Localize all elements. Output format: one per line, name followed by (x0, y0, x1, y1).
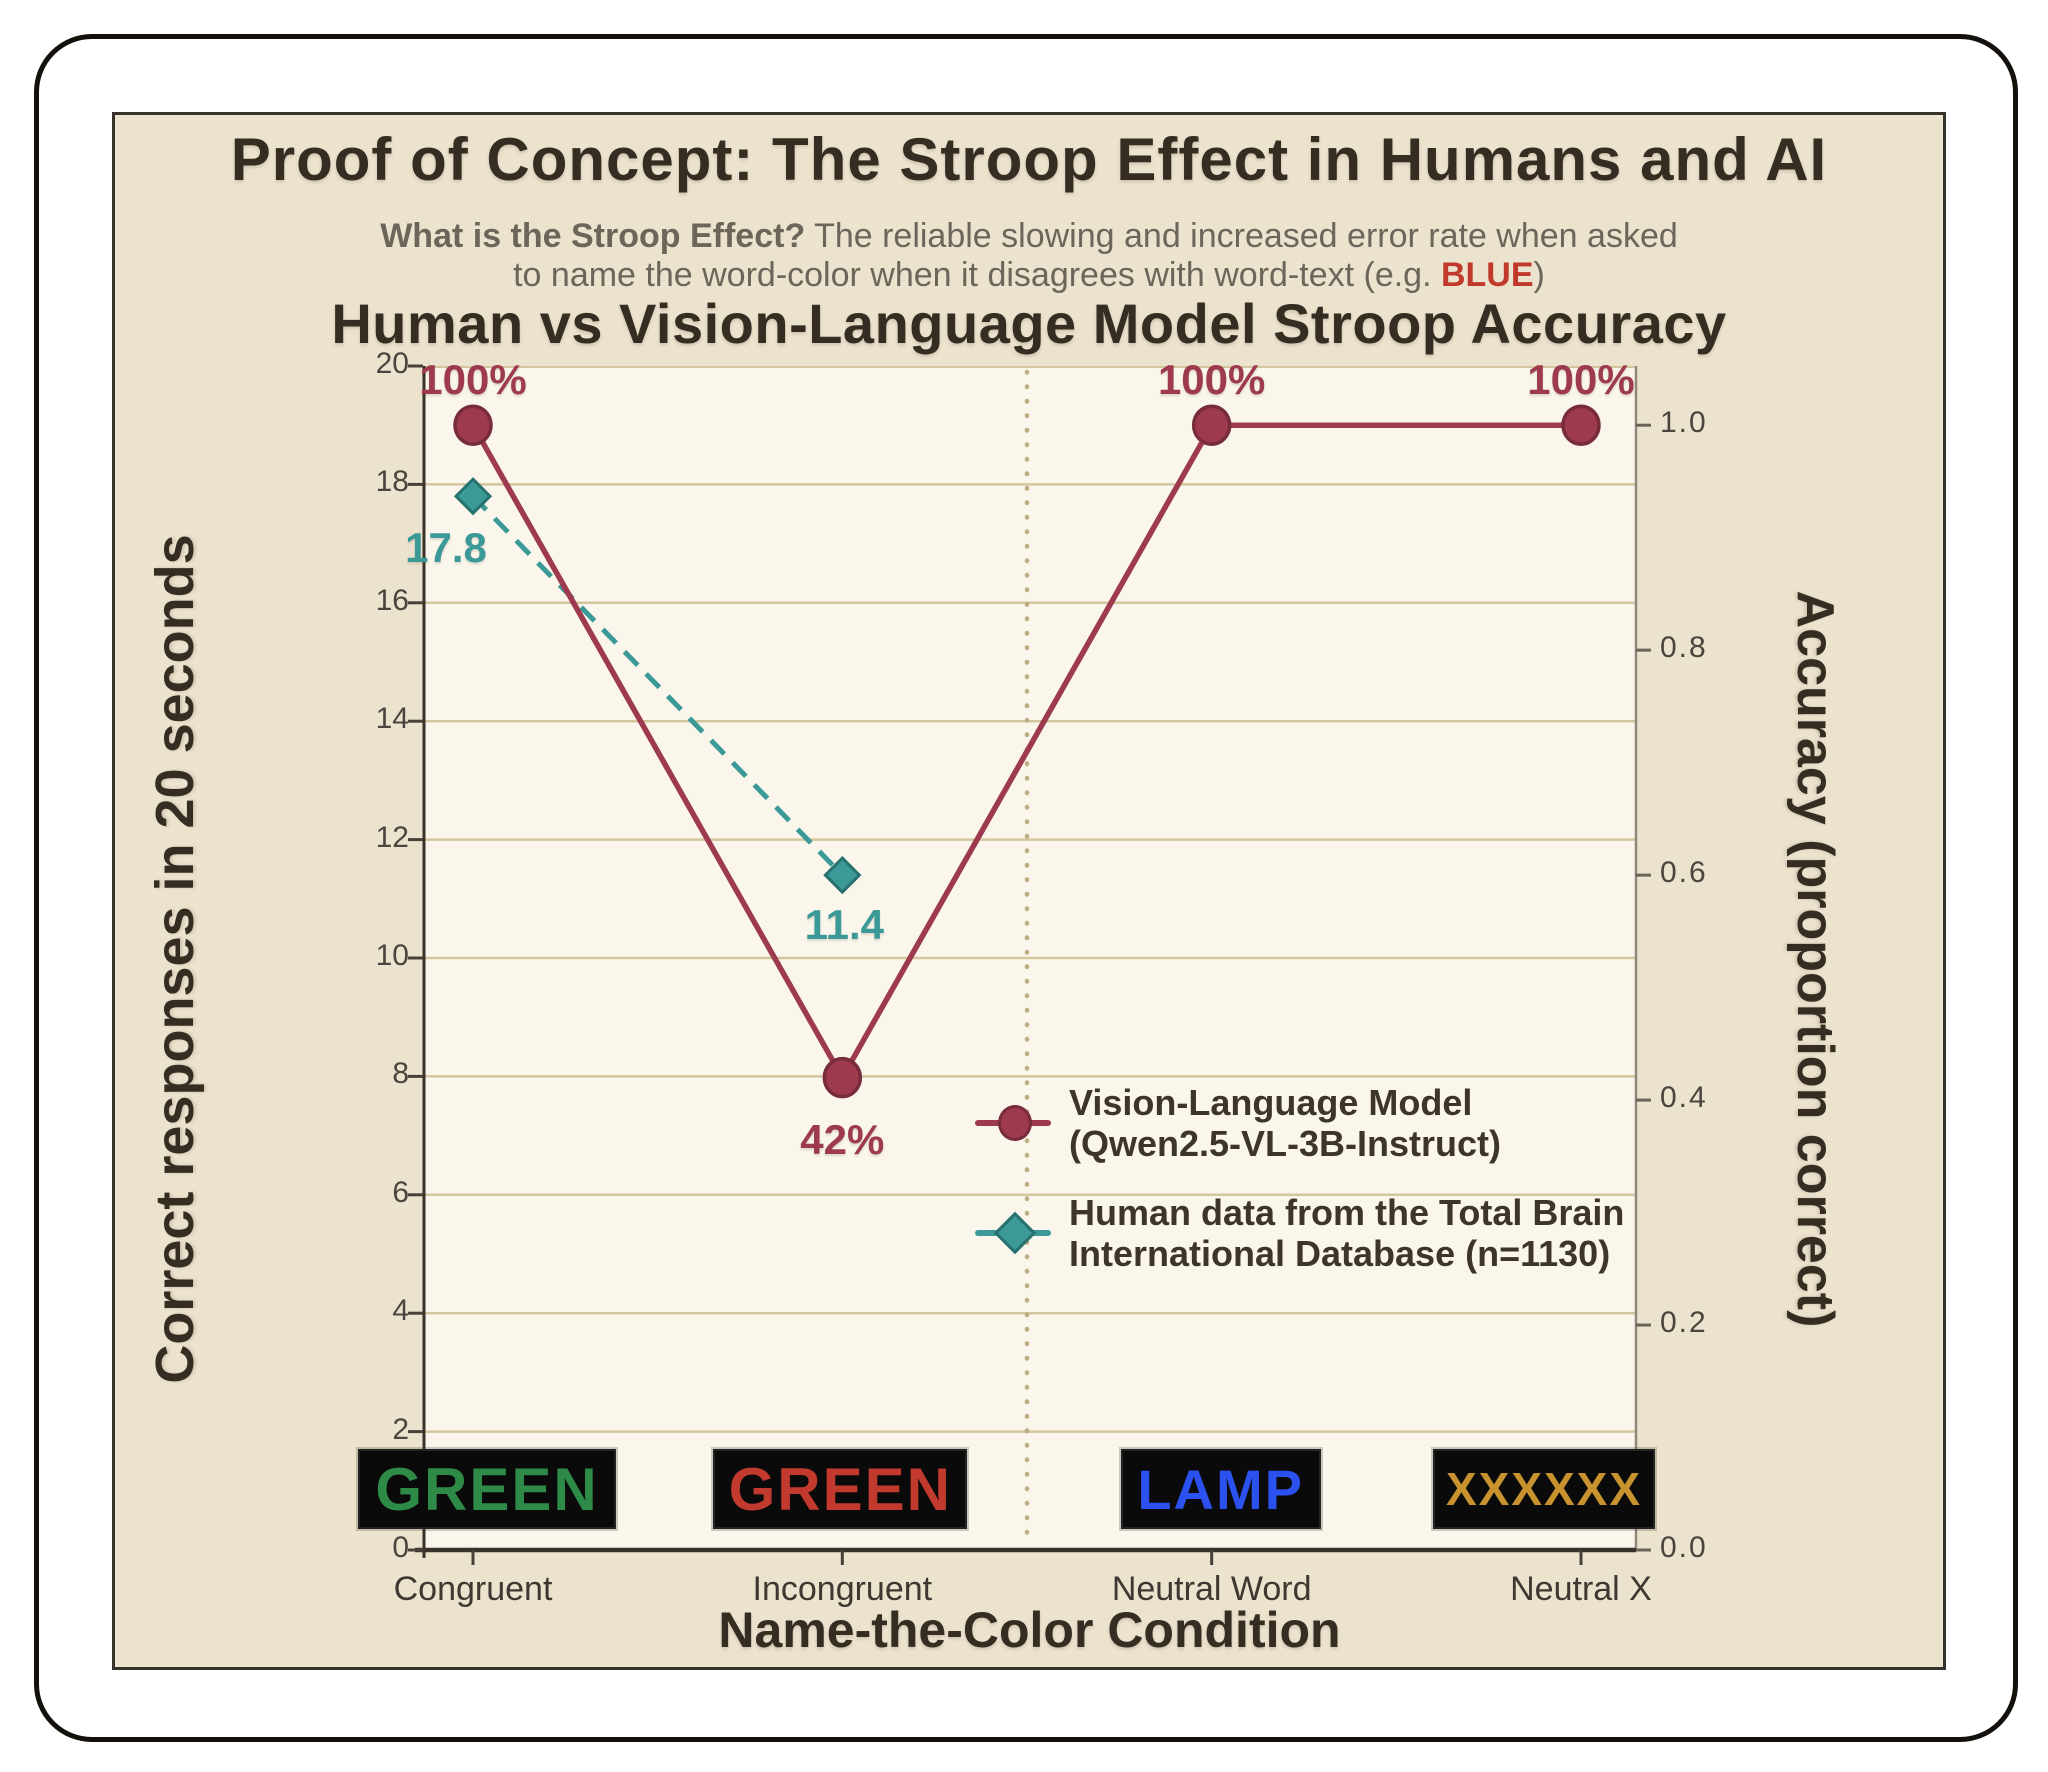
left-axis-tick-label: 0 (392, 1531, 409, 1564)
left-axis-tick-label: 14 (375, 702, 409, 736)
stimulus-word-box: LAMP (1120, 1449, 1321, 1529)
x-axis-title: Name-the-Color Condition (718, 1602, 1341, 1658)
legend-item-vlm: Vision-Language Model (Qwen2.5-VL-3B-Ins… (973, 1082, 1624, 1164)
vlm-series-line (470, 422, 1581, 1084)
vlm-data-point (1191, 404, 1232, 446)
left-axis-tick-label: 2 (392, 1412, 409, 1446)
stimulus-word-box: GREEN (713, 1449, 968, 1529)
stimulus-word-box: GREEN (358, 1449, 616, 1529)
left-axis-tick-label: 10 (375, 939, 409, 972)
subtitle-close-paren: ) (1533, 256, 1545, 294)
x-axis-tick-label: Congruent (393, 1570, 553, 1608)
left-axis-tick-label: 6 (392, 1175, 409, 1209)
diamond-marker-icon (993, 1211, 1037, 1255)
x-axis-tick-label: Incongruent (752, 1570, 933, 1608)
right-axis-tick-label: 0.0 (1660, 1531, 1708, 1564)
legend: Vision-Language Model (Qwen2.5-VL-3B-Ins… (973, 1082, 1624, 1274)
point-annotation: 100% (419, 356, 527, 404)
plot-area: 0 2 4 6 8 10 12 14 16 18 20 0.0 0.2 0.4 0.6 0.8 1.0 Congr… (358, 347, 1706, 1608)
subtitle-text-2: to name the word-color when it disagrees… (513, 256, 1432, 294)
left-axis-tick-label: 20 (375, 347, 409, 380)
left-axis-tick-label: 18 (375, 465, 409, 499)
poster-frame: Proof of Concept: The Stroop Effect in H… (34, 34, 2018, 1742)
legend-vlm-line1: Vision-Language Model (1069, 1082, 1473, 1123)
legend-human-line2: International Database (n=1130) (1069, 1233, 1611, 1274)
subtitle-line-1: What is the Stroop Effect? The reliable … (115, 217, 1943, 256)
stimulus-word-box: XXXXXX (1433, 1449, 1655, 1529)
chart-overlay: 0 2 4 6 8 10 12 14 16 18 20 0.0 0.2 0.4 0.6 0.8 1.0 Congr… (358, 347, 1706, 1608)
right-axis-tick-label: 1.0 (1660, 406, 1708, 440)
chart-canvas (408, 364, 1651, 1565)
page-title: Proof of Concept: The Stroop Effect in H… (230, 126, 1828, 193)
point-annotation: 100% (1527, 356, 1635, 404)
left-axis-title: Correct responses in 20 seconds (145, 534, 205, 1384)
figure-panel: Proof of Concept: The Stroop Effect in H… (112, 112, 1946, 1670)
right-axis-tick-label: 0.2 (1660, 1306, 1708, 1340)
point-annotation: 17.8 (405, 524, 487, 572)
x-axis-tick-label: Neutral X (1510, 1570, 1652, 1608)
legend-label-vlm: Vision-Language Model (Qwen2.5-VL-3B-Ins… (1069, 1082, 1501, 1164)
left-axis-tick-label: 8 (392, 1057, 409, 1091)
right-axis-tick-label: 0.4 (1660, 1081, 1708, 1115)
point-annotation: 11.4 (804, 901, 885, 949)
human-legend-marker (973, 1203, 1057, 1263)
human-data-point (453, 477, 493, 516)
human-data-point (823, 855, 862, 895)
subtitle: What is the Stroop Effect? The reliable … (115, 217, 1943, 295)
vlm-legend-marker (973, 1093, 1057, 1153)
vlm-data-point (453, 404, 493, 446)
legend-label-human: Human data from the Total Brain Internat… (1069, 1192, 1624, 1274)
left-axis-tick-label: 16 (375, 583, 409, 617)
right-axis-tick-label: 0.8 (1660, 631, 1708, 665)
stroop-example-word: BLUE (1440, 256, 1534, 294)
legend-human-line1: Human data from the Total Brain (1069, 1192, 1625, 1233)
subtitle-line-2: to name the word-color when it disagrees… (115, 256, 1943, 295)
x-axis-tick-label: Neutral Word (1111, 1570, 1312, 1608)
right-axis-title: Accuracy (proportion correct) (1786, 590, 1844, 1328)
human-series-line (471, 494, 845, 877)
chart-title: Human vs Vision-Language Model Stroop Ac… (331, 292, 1727, 355)
left-axis-tick-label: 4 (392, 1294, 409, 1328)
point-annotation: 42% (800, 1115, 885, 1163)
vlm-data-point (1561, 404, 1601, 446)
vlm-data-point (822, 1056, 863, 1099)
subtitle-lead: What is the Stroop Effect? (380, 217, 806, 255)
right-axis-tick-label: 0.6 (1660, 856, 1708, 890)
circle-marker-icon (998, 1105, 1032, 1141)
left-axis-tick-label: 12 (375, 820, 409, 854)
legend-item-human: Human data from the Total Brain Internat… (973, 1192, 1624, 1274)
point-annotation: 100% (1157, 356, 1266, 404)
legend-vlm-line2: (Qwen2.5-VL-3B-Instruct) (1069, 1123, 1502, 1164)
subtitle-text-1: The reliable slowing and increased error… (814, 217, 1678, 255)
